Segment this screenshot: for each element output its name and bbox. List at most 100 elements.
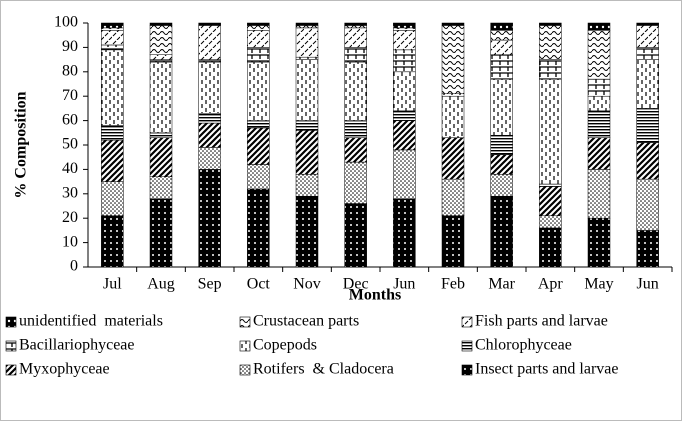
- bar-segment: [490, 78, 513, 136]
- bar-segment: [490, 30, 513, 41]
- bar-segment: [149, 137, 173, 177]
- x-tick-label: Apr: [538, 276, 564, 293]
- legend-swatch: [239, 340, 251, 352]
- bar-segment: [636, 22, 659, 26]
- bar-segment: [247, 188, 270, 268]
- bar-segment: [393, 71, 416, 112]
- y-tick-label: 50: [62, 136, 78, 153]
- bar-segment: [247, 61, 270, 121]
- x-tick-label: Mar: [488, 276, 515, 293]
- bar-segment: [344, 161, 367, 204]
- bar-segment: [344, 47, 367, 63]
- y-tick-label: 10: [62, 233, 78, 250]
- legend-label: Myxophyceae: [19, 361, 110, 378]
- bar-segment: [393, 30, 416, 51]
- bar-segment: [636, 230, 659, 268]
- bar-segment: [344, 27, 367, 48]
- bar-segment: [344, 22, 367, 26]
- y-tick-label: 80: [62, 62, 78, 79]
- bar-segment: [198, 61, 221, 114]
- x-tick-label: Jun: [637, 276, 659, 293]
- x-tick-label: Aug: [147, 276, 175, 293]
- bar-segment: [295, 25, 319, 29]
- bar-segment: [247, 47, 270, 63]
- bar-segment: [587, 30, 611, 80]
- bar-segment: [295, 195, 319, 268]
- bar-segment: [198, 169, 221, 268]
- bar-segment: [539, 215, 562, 229]
- x-tick-label: Dec: [343, 276, 369, 293]
- x-tick-label: Sep: [198, 276, 222, 293]
- bar-segment: [101, 139, 124, 182]
- bar-segment: [295, 174, 319, 197]
- bar-segment: [539, 22, 562, 26]
- x-tick-label: Jul: [103, 276, 122, 293]
- bar-segment: [149, 176, 173, 199]
- legend-label: Fish parts and larvae: [475, 313, 608, 330]
- bar-segment: [636, 178, 659, 231]
- bar-segment: [247, 120, 270, 129]
- bar-segment: [587, 137, 611, 170]
- bar-segment: [101, 30, 124, 46]
- y-tick-label: 30: [62, 184, 78, 201]
- x-tick-label: Jun: [393, 276, 415, 293]
- legend-swatch: [5, 316, 17, 328]
- bar-segment: [587, 169, 611, 219]
- bar-segment: [539, 186, 562, 217]
- x-tick-label: Feb: [441, 276, 465, 293]
- bar-segment: [344, 61, 367, 121]
- bar-segment: [198, 113, 221, 124]
- bar-segment: [441, 137, 465, 180]
- bar-segment: [636, 25, 659, 48]
- bar-segment: [101, 181, 124, 217]
- bar-segment: [101, 215, 124, 268]
- bar-segment: [247, 164, 270, 190]
- bar-segment: [490, 195, 513, 268]
- bar-segment: [636, 142, 659, 180]
- bar-segment: [393, 49, 416, 73]
- legend-label: unidentified materials: [19, 313, 163, 330]
- legend-swatch: [5, 364, 17, 376]
- bar-segment: [393, 120, 416, 151]
- bar-segment: [344, 203, 367, 268]
- legend-swatch: [461, 316, 473, 328]
- bar-segment: [295, 130, 319, 175]
- bar-segment: [198, 147, 221, 170]
- legend-label: Insect parts and larvae: [475, 361, 618, 378]
- legend-swatch: [239, 316, 251, 328]
- bar-segment: [539, 227, 562, 268]
- legend-label: Crustacean parts: [253, 313, 359, 330]
- bar-segment: [295, 22, 319, 26]
- bar-segment: [344, 25, 367, 29]
- bar-segment: [149, 59, 173, 63]
- bar-segment: [344, 120, 367, 138]
- legend-label: Rotifers & Cladocera: [253, 361, 394, 378]
- bar-segment: [149, 132, 173, 138]
- legend-swatch: [461, 340, 473, 352]
- y-tick-label: 20: [62, 209, 78, 226]
- x-tick-label: Oct: [247, 276, 271, 293]
- bar-segment: [344, 137, 367, 163]
- bar-segment: [149, 22, 173, 26]
- bar-segment: [295, 56, 319, 60]
- bar-segment: [539, 183, 562, 187]
- bar-segment: [393, 149, 416, 199]
- y-tick-label: 0: [70, 258, 78, 275]
- bar-segment: [101, 27, 124, 31]
- bar-segment: [636, 59, 659, 109]
- bar-segment: [149, 54, 173, 60]
- bar-segment: [393, 27, 416, 31]
- bar-segment: [587, 95, 611, 112]
- bar-segment: [198, 22, 221, 26]
- bar-segment: [247, 25, 270, 31]
- bar-segment: [441, 95, 465, 138]
- x-tick-label: Nov: [293, 276, 321, 293]
- y-tick-label: 60: [62, 111, 78, 128]
- bar-segment: [490, 39, 513, 55]
- x-tick-label: May: [584, 276, 613, 293]
- bar-segment: [393, 22, 416, 29]
- bar-segment: [198, 59, 221, 63]
- bar-segment: [247, 30, 270, 48]
- y-tick-label: 100: [54, 14, 78, 31]
